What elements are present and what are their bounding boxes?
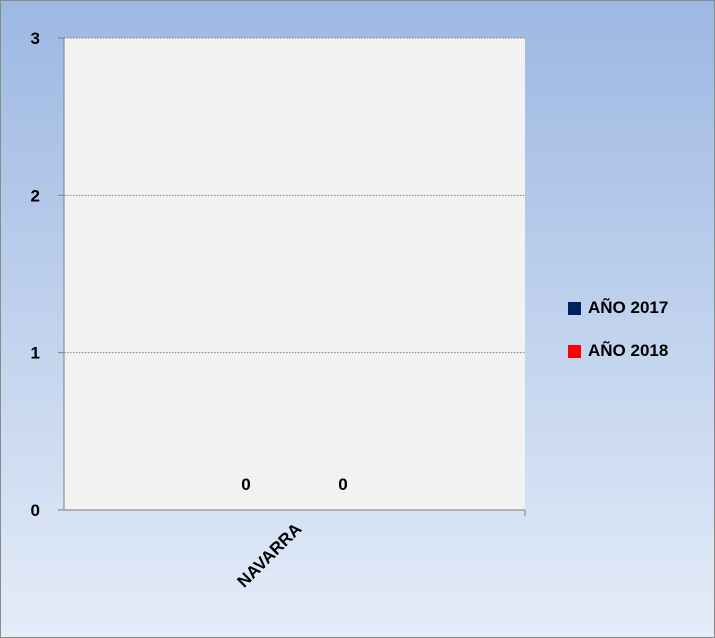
legend-swatch-2017	[568, 301, 581, 315]
legend-item-2017: AÑO 2017	[568, 293, 668, 323]
plot-area	[64, 38, 525, 510]
legend: AÑO 2017 AÑO 2018	[568, 293, 668, 366]
data-label-0: 0	[241, 475, 250, 494]
x-category-label: NAVARRA	[234, 519, 306, 591]
legend-label-2018: AÑO 2018	[588, 341, 669, 360]
gridlines	[64, 37, 525, 354]
y-tick-label-3: 3	[31, 29, 40, 48]
legend-swatch-2018	[568, 344, 581, 358]
y-axis-ticks: 0 1 2 3	[31, 29, 526, 520]
y-tick-label-2: 2	[31, 186, 40, 205]
legend-label-2017: AÑO 2017	[588, 298, 669, 317]
data-label-1: 0	[338, 475, 347, 494]
y-tick-label-1: 1	[31, 344, 40, 363]
legend-item-2018: AÑO 2018	[568, 336, 668, 366]
y-tick-label-0: 0	[31, 501, 40, 520]
x-axis-categories: NAVARRA	[234, 519, 306, 591]
